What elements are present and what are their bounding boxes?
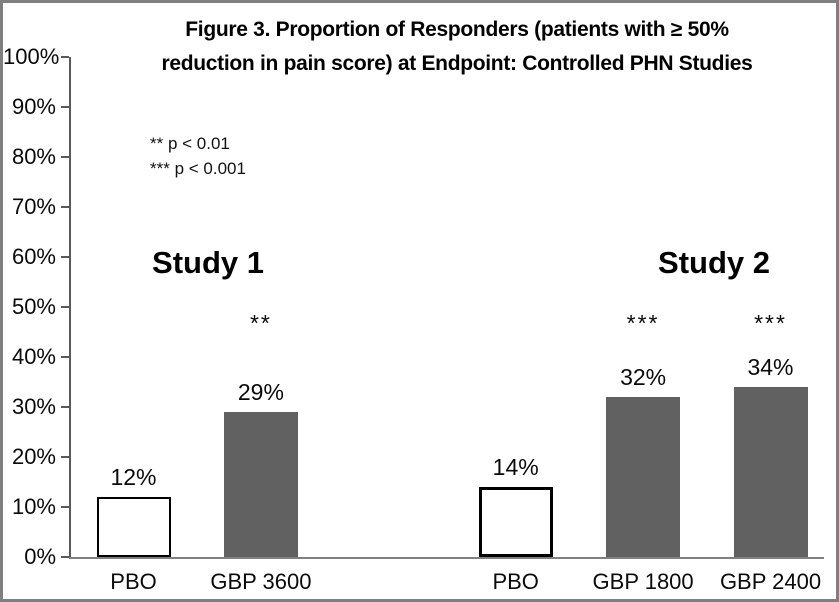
bar-gbp-3600 (223, 412, 298, 557)
study-label-2: Study 2 (658, 245, 770, 280)
y-tick-mark (61, 456, 69, 458)
y-tick-label: 60% (11, 244, 56, 269)
y-tick-label: 10% (11, 494, 56, 519)
y-tick-mark (61, 106, 69, 108)
y-tick-label: 40% (11, 344, 56, 369)
significance-marker: ** (249, 310, 272, 336)
y-tick-label: 80% (11, 144, 56, 169)
bar-gbp-2400 (733, 387, 808, 557)
x-axis-label: GBP 2400 (719, 569, 822, 594)
x-axis-label: PBO (110, 569, 157, 594)
bar-gbp-1800 (606, 397, 681, 557)
y-tick-mark (61, 256, 69, 258)
significance-legend-line-2: *** p < 0.001 (150, 159, 246, 178)
y-tick-label: 0% (24, 544, 56, 569)
y-tick-label: 50% (11, 294, 56, 319)
plot-area: 0% 10% 20% 30% 40% 50% 60% 70% 80% 90% 100% 12% PBO 2… (3, 3, 836, 599)
bar-pbo (478, 487, 553, 557)
x-axis-line (69, 557, 824, 559)
significance-marker: *** (626, 310, 660, 336)
chart-title: Figure 3. Proportion of Responders (pati… (75, 13, 836, 81)
significance-marker: *** (754, 310, 787, 336)
significance-legend: ** p < 0.01 *** p < 0.001 (150, 131, 246, 181)
y-tick-label: 90% (11, 94, 56, 119)
x-axis-label: PBO (492, 569, 539, 594)
bar-value-label: 32% (620, 364, 667, 390)
y-tick-mark (61, 356, 69, 358)
bar-value-label: 12% (110, 464, 157, 490)
significance-legend-line-1: ** p < 0.01 (150, 134, 230, 153)
y-tick-mark (61, 156, 69, 158)
y-tick-mark (61, 306, 69, 308)
study-label-1: Study 1 (152, 245, 264, 280)
bar-pbo (96, 497, 171, 557)
chart-title-line-1: Figure 3. Proportion of Responders (pati… (185, 18, 729, 41)
bar-value-label: 14% (492, 454, 539, 480)
y-tick-label: 30% (11, 394, 56, 419)
y-tick-mark (61, 556, 69, 558)
y-tick-mark (61, 56, 69, 58)
y-tick-mark (61, 206, 69, 208)
x-axis-label: GBP 1800 (592, 569, 694, 594)
y-axis-line (69, 57, 71, 559)
x-axis-label: GBP 3600 (210, 569, 312, 594)
y-tick-mark (61, 406, 69, 408)
chart-title-line-2: reduction in pain score) at Endpoint: Co… (161, 52, 753, 75)
bar-value-label: 29% (237, 379, 284, 405)
y-tick-label: 100% (3, 44, 60, 69)
y-tick-mark (61, 506, 69, 508)
y-tick-label: 20% (11, 444, 56, 469)
y-tick-label: 70% (11, 194, 56, 219)
bar-value-label: 34% (747, 354, 794, 380)
